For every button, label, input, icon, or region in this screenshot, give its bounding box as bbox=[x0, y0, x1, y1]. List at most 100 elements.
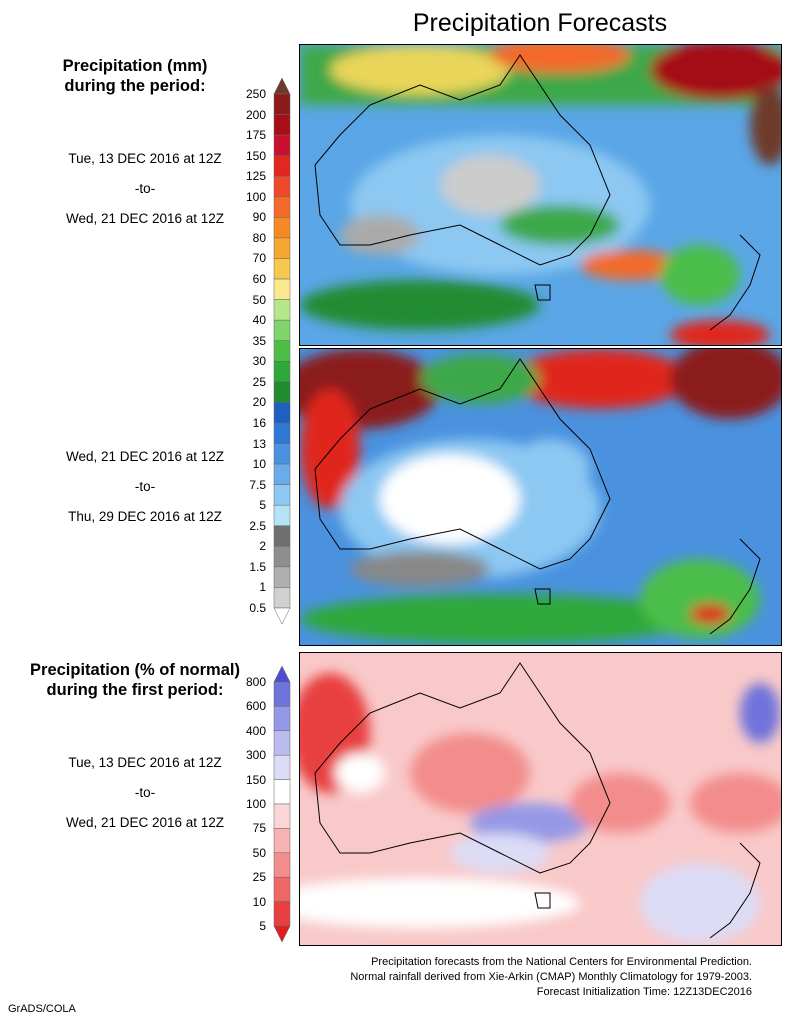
colorbar-swatch bbox=[273, 299, 291, 321]
colorbar-swatch bbox=[273, 925, 291, 942]
colorbar-tick-label: 7.5 bbox=[249, 477, 266, 492]
pct-heading-line1: Precipitation (% of normal) bbox=[30, 661, 240, 679]
colorbar-tick-label: 200 bbox=[245, 107, 266, 122]
colorbar-tick-label: 2.5 bbox=[249, 518, 266, 533]
colorbar-swatch bbox=[273, 828, 291, 854]
colorbar-tick-label: 10 bbox=[252, 894, 266, 909]
colorbar-tick-label: 400 bbox=[245, 723, 266, 738]
colorbar-swatch bbox=[273, 779, 291, 805]
map-panel-percent-normal bbox=[299, 652, 782, 946]
mm-heading-line1: Precipitation (mm) bbox=[62, 57, 208, 75]
colorbar-swatch bbox=[273, 155, 291, 177]
colorbar-swatch bbox=[273, 402, 291, 424]
colorbar-swatch bbox=[273, 754, 291, 780]
colorbar-swatch bbox=[273, 78, 291, 95]
colorbar-swatch bbox=[273, 422, 291, 444]
second-period-start: Wed, 21 DEC 2016 at 12Z bbox=[65, 449, 225, 464]
footer-notes: Precipitation forecasts from the Nationa… bbox=[350, 955, 752, 1000]
pct-period-block: Tue, 13 DEC 2016 at 12Z -to- Wed, 21 DEC… bbox=[30, 748, 260, 838]
colorbar-tick-label: 25 bbox=[252, 870, 266, 885]
colorbar-tick-label: 40 bbox=[252, 313, 266, 328]
first-period-start: Tue, 13 DEC 2016 at 12Z bbox=[68, 151, 222, 166]
colorbar-swatch bbox=[273, 681, 291, 707]
colorbar-swatch bbox=[273, 258, 291, 280]
second-period-sep: -to- bbox=[134, 479, 156, 494]
colorbar-tick-label: 75 bbox=[252, 821, 266, 836]
page-title: Precipitation Forecasts bbox=[412, 9, 668, 37]
first-period-block: Tue, 13 DEC 2016 at 12Z -to- Wed, 21 DEC… bbox=[30, 144, 260, 234]
colorbar-swatch bbox=[273, 852, 291, 878]
grads-credit: GrADS/COLA bbox=[8, 1003, 76, 1015]
colorbar-tick-label: 90 bbox=[252, 210, 266, 225]
colorbar-swatch bbox=[273, 607, 291, 624]
colorbar-tick-label: 250 bbox=[245, 87, 266, 101]
colorbar-swatch bbox=[273, 175, 291, 198]
colorbar-tick-label: 10 bbox=[252, 457, 266, 472]
colorbar-tick-label: 70 bbox=[252, 251, 266, 266]
colorbar-swatch bbox=[273, 114, 291, 136]
second-period-end: Thu, 29 DEC 2016 at 12Z bbox=[68, 509, 222, 524]
colorbar-tick-label: 5 bbox=[259, 919, 266, 933]
second-period-block: Wed, 21 DEC 2016 at 12Z -to- Thu, 29 DEC… bbox=[30, 442, 260, 532]
colorbar-swatch bbox=[273, 706, 291, 732]
colorbar-swatch bbox=[273, 504, 291, 527]
colorbar-tick-label: 100 bbox=[245, 189, 266, 204]
colorbar-swatch bbox=[273, 901, 291, 927]
colorbar-tick-label: 300 bbox=[245, 748, 266, 763]
colorbar-tick-label: 50 bbox=[252, 845, 266, 860]
colorbar-tick-label: 50 bbox=[252, 292, 266, 307]
colorbar-tick-label: 2 bbox=[259, 539, 266, 554]
colorbar-tick-label: 175 bbox=[245, 128, 266, 143]
colorbar-tick-label: 125 bbox=[245, 169, 266, 184]
colorbar-tick-label: 100 bbox=[245, 797, 266, 811]
colorbar-swatch bbox=[273, 134, 291, 156]
colorbar-tick-label: 30 bbox=[252, 354, 266, 369]
colorbar-tick-label: 25 bbox=[252, 374, 266, 389]
colorbar-tick-label: 5 bbox=[259, 498, 266, 513]
colorbar-tick-label: 16 bbox=[252, 415, 266, 430]
colorbar-swatch bbox=[273, 546, 291, 568]
pct-period-start: Tue, 13 DEC 2016 at 12Z bbox=[68, 755, 222, 770]
colorbar-swatch bbox=[273, 443, 291, 465]
colorbar-tick-label: 0.5 bbox=[249, 601, 266, 615]
colorbar-tick-label: 13 bbox=[252, 436, 266, 451]
colorbar-swatch bbox=[273, 463, 291, 485]
colorbar-swatch bbox=[273, 196, 291, 218]
colorbar-tick-label: 150 bbox=[245, 772, 266, 787]
colorbar-swatch bbox=[273, 587, 291, 609]
map-panel-period2 bbox=[299, 348, 782, 646]
colorbar-tick-label: 35 bbox=[252, 333, 266, 348]
colorbar-tick-label: 60 bbox=[252, 272, 266, 287]
footer-line3: Forecast Initialization Time: 12Z13DEC20… bbox=[536, 986, 752, 998]
footer-line2: Normal rainfall derived from Xie-Arkin (… bbox=[350, 971, 752, 983]
mm-panel-heading: Precipitation (mm) during the period: bbox=[20, 56, 250, 96]
pct-colorbar bbox=[273, 666, 291, 942]
map-panel-period1 bbox=[299, 44, 782, 346]
colorbar-tick-label: 1.5 bbox=[249, 559, 266, 574]
mm-heading-line2: during the period: bbox=[64, 77, 206, 95]
colorbar-tick-label: 800 bbox=[245, 675, 266, 689]
colorbar-swatch bbox=[273, 730, 291, 756]
colorbar-swatch bbox=[273, 381, 291, 403]
colorbar-swatch bbox=[273, 803, 291, 829]
colorbar-swatch bbox=[273, 217, 291, 239]
pct-heading-line2: during the first period: bbox=[46, 681, 224, 699]
mm-colorbar bbox=[273, 78, 291, 624]
footer-line1: Precipitation forecasts from the Nationa… bbox=[371, 956, 752, 968]
colorbar-swatch bbox=[273, 361, 291, 383]
colorbar-tick-label: 20 bbox=[252, 395, 266, 410]
colorbar-swatch bbox=[273, 876, 291, 902]
colorbar-swatch bbox=[273, 525, 291, 547]
colorbar-swatch bbox=[273, 340, 291, 362]
colorbar-swatch bbox=[273, 484, 291, 506]
colorbar-swatch bbox=[273, 666, 291, 683]
colorbar-tick-label: 600 bbox=[245, 699, 266, 714]
colorbar-tick-label: 1 bbox=[259, 580, 266, 595]
pct-period-end: Wed, 21 DEC 2016 at 12Z bbox=[65, 815, 225, 830]
first-period-end: Wed, 21 DEC 2016 at 12Z bbox=[65, 211, 225, 226]
pct-period-sep: -to- bbox=[134, 785, 156, 800]
colorbar-swatch bbox=[273, 566, 291, 588]
colorbar-tick-label: 80 bbox=[252, 230, 266, 245]
colorbar-swatch bbox=[273, 93, 291, 115]
colorbar-swatch bbox=[273, 278, 291, 300]
